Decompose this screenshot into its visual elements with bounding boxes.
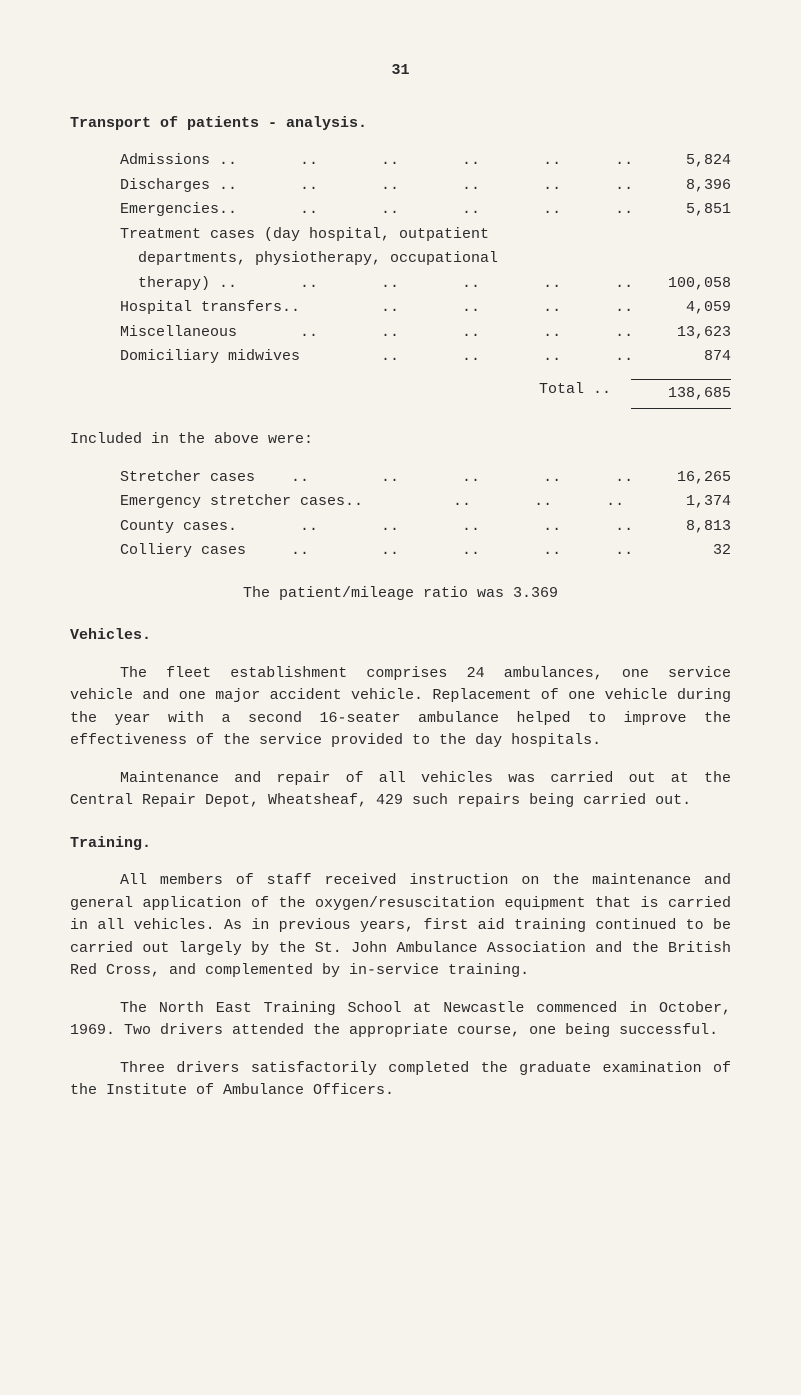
row-label: Treatment cases (day hospital, outpatien…: [120, 224, 631, 247]
table-row: Miscellaneous .. .. .. .. .. 13,623: [120, 322, 731, 345]
table-row: Discharges .. .. .. .. .. .. 8,396: [120, 175, 731, 198]
row-label: Emergencies.. .. .. .. .. ..: [120, 199, 633, 222]
total-label: Total ..: [539, 379, 611, 410]
table-row: Hospital transfers.. .. .. .. .. 4,059: [120, 297, 731, 320]
included-label: Included in the above were:: [70, 429, 731, 452]
row-value: 13,623: [633, 322, 731, 345]
row-value: 8,396: [633, 175, 731, 198]
table-row: County cases. .. .. .. .. .. 8,813: [120, 516, 731, 539]
vehicles-paragraph-2: Maintenance and repair of all vehicles w…: [70, 768, 731, 813]
row-value: 8,813: [633, 516, 731, 539]
table-row: Treatment cases (day hospital, outpatien…: [120, 224, 731, 247]
table-row: Colliery cases .. .. .. .. .. 32: [120, 540, 731, 563]
vehicles-paragraph-1: The fleet establishment comprises 24 amb…: [70, 663, 731, 753]
row-label: Miscellaneous .. .. .. .. ..: [120, 322, 633, 345]
training-paragraph-1: All members of staff received instructio…: [70, 870, 731, 983]
table-row: Admissions .. .. .. .. .. .. 5,824: [120, 150, 731, 173]
row-label: Emergency stretcher cases.. .. .. ..: [120, 491, 631, 514]
table-row: Stretcher cases .. .. .. .. .. 16,265: [120, 467, 731, 490]
row-label: therapy) .. .. .. .. .. ..: [120, 273, 633, 296]
row-value: 874: [633, 346, 731, 369]
table-row: therapy) .. .. .. .. .. .. 100,058: [120, 273, 731, 296]
row-value: 5,851: [633, 199, 731, 222]
training-title: Training.: [70, 833, 731, 856]
row-label: Stretcher cases .. .. .. .. ..: [120, 467, 633, 490]
included-table: Stretcher cases .. .. .. .. .. 16,265 Em…: [120, 467, 731, 563]
transport-title: Transport of patients - analysis.: [70, 113, 731, 136]
page-number: 31: [70, 60, 731, 83]
row-value: 1,374: [631, 491, 731, 514]
row-label: Domiciliary midwives .. .. .. ..: [120, 346, 633, 369]
row-label: County cases. .. .. .. .. ..: [120, 516, 633, 539]
row-value: 5,824: [633, 150, 731, 173]
row-label: Hospital transfers.. .. .. .. ..: [120, 297, 633, 320]
row-value: 100,058: [633, 273, 731, 296]
ratio-text: The patient/mileage ratio was 3.369: [70, 583, 731, 606]
total-value: 138,685: [631, 379, 731, 410]
total-row: Total .. 138,685: [120, 379, 731, 410]
row-label: Colliery cases .. .. .. .. ..: [120, 540, 633, 563]
training-paragraph-3: Three drivers satisfactorily completed t…: [70, 1058, 731, 1103]
row-value: [631, 248, 731, 271]
row-value: 16,265: [633, 467, 731, 490]
table-row: Emergency stretcher cases.. .. .. .. 1,3…: [120, 491, 731, 514]
row-label: Discharges .. .. .. .. .. ..: [120, 175, 633, 198]
training-paragraph-2: The North East Training School at Newcas…: [70, 998, 731, 1043]
table-row: departments, physiotherapy, occupational: [120, 248, 731, 271]
table-row: Emergencies.. .. .. .. .. .. 5,851: [120, 199, 731, 222]
row-value: [631, 224, 731, 247]
vehicles-title: Vehicles.: [70, 625, 731, 648]
row-label: Admissions .. .. .. .. .. ..: [120, 150, 633, 173]
table-row: Domiciliary midwives .. .. .. .. 874: [120, 346, 731, 369]
row-label: departments, physiotherapy, occupational: [120, 248, 631, 271]
transport-table: Admissions .. .. .. .. .. .. 5,824 Disch…: [120, 150, 731, 409]
row-value: 4,059: [633, 297, 731, 320]
row-value: 32: [633, 540, 731, 563]
